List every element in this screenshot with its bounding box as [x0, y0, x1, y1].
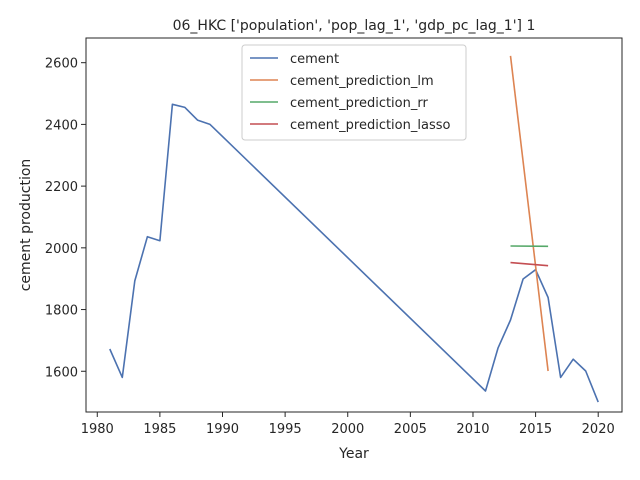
series-line-cement [109, 103, 599, 403]
plot-lines [109, 55, 599, 403]
x-tick-label: 2000 [331, 422, 364, 437]
y-tick-label: 2600 [45, 57, 78, 72]
y-tick-label: 1600 [45, 365, 78, 380]
series-line-cement-prediction-lasso [510, 261, 549, 267]
x-tick-label: 1995 [269, 422, 302, 437]
legend-box [241, 44, 467, 141]
x-tick-label: 2010 [456, 422, 489, 437]
x-axis-label: Year [338, 446, 369, 462]
x-tick-label: 2020 [582, 422, 615, 437]
x-tick-label: 1980 [81, 422, 114, 437]
plot-frame [85, 37, 623, 413]
legend-label: cement [290, 52, 339, 67]
series-line-cement-prediction-lm [509, 55, 549, 372]
x-tick-label: 2005 [394, 422, 427, 437]
x-tick-label: 1990 [206, 422, 239, 437]
y-tick-label: 2000 [45, 242, 78, 257]
legend-label: cement_prediction_rr [290, 96, 428, 111]
x-axis: 1980 1985 1990 1995 2000 2005 2010 2015 2020 [81, 412, 615, 437]
y-tick-label: 2400 [45, 118, 78, 133]
x-tick-label: 1985 [143, 422, 176, 437]
legend-label: cement_prediction_lm [290, 74, 434, 89]
x-tick-label: 2015 [519, 422, 552, 437]
y-axis: 1600 1800 2000 2200 2400 2600 [45, 57, 86, 380]
chart-title: 06_HKC ['population', 'pop_lag_1', 'gdp_… [173, 18, 536, 34]
y-tick-label: 1800 [45, 304, 78, 319]
legend: cement cement_prediction_lm cement_predict… [241, 44, 467, 141]
legend-label: cement_prediction_lasso [290, 118, 450, 133]
y-axis-label: cement production [18, 159, 34, 292]
y-tick-label: 2200 [45, 180, 78, 195]
